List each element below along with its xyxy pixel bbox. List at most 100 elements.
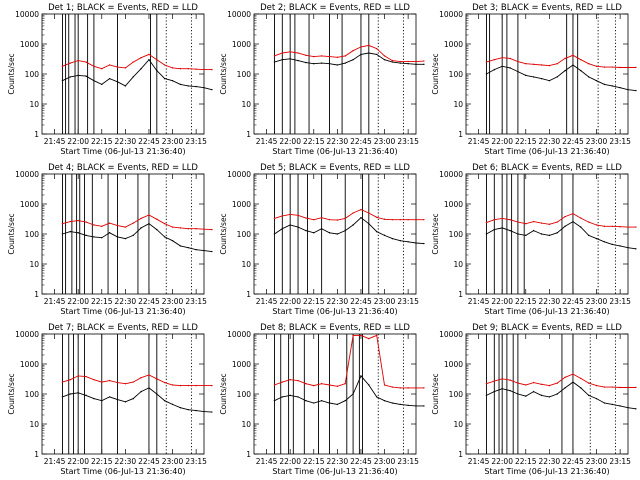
lld-point: [423, 60, 425, 62]
events-point: [352, 224, 354, 226]
events-point: [179, 406, 182, 409]
events-point: [611, 403, 613, 406]
x-tick-label: 23:15: [397, 457, 419, 466]
plot-frame: [253, 13, 417, 135]
lld-point: [564, 376, 566, 379]
lld-point: [391, 218, 394, 221]
panel-det-4: Det 4; BLACK = Events, RED = LLD 1 10 100 10…: [7, 163, 213, 316]
x-tick-label: 23:00: [162, 297, 184, 306]
lld-point: [179, 227, 182, 229]
x-tick-label: 22:45: [562, 137, 584, 146]
lld-point: [501, 56, 503, 59]
events-point: [69, 230, 72, 233]
lld-point: [93, 224, 95, 226]
events-point: [124, 401, 127, 403]
lld-point: [171, 384, 174, 386]
lld-point: [383, 55, 386, 57]
events-point: [273, 399, 276, 402]
y-tick-label: 10000: [15, 330, 39, 339]
events-point: [289, 394, 291, 397]
lld-point: [132, 381, 134, 383]
events-point: [540, 394, 543, 397]
x-tick-label: 23:00: [586, 457, 608, 466]
lld-point: [485, 221, 488, 224]
events-point: [305, 399, 307, 402]
lld-point: [611, 66, 613, 68]
series-events-line: [62, 58, 213, 91]
lld-point: [580, 58, 582, 61]
x-tick-label: 21:45: [256, 137, 278, 146]
events-point: [368, 384, 370, 386]
events-point: [85, 75, 87, 77]
x-tick-label: 22:15: [303, 297, 325, 306]
events-point: [595, 237, 598, 240]
series-lld-line: [274, 334, 424, 389]
y-tick-label: 100: [449, 230, 464, 239]
y-tick-label: 10000: [439, 330, 463, 339]
lld-point: [281, 215, 284, 217]
lld-point: [344, 217, 346, 220]
events-point: [171, 403, 174, 406]
lld-point: [556, 63, 558, 65]
events-point: [179, 83, 182, 86]
lld-point: [572, 373, 574, 375]
x-tick-label: 22:30: [539, 137, 561, 146]
events-point: [501, 65, 503, 68]
events-point: [603, 83, 606, 86]
events-point: [525, 395, 527, 397]
lld-point: [140, 376, 142, 379]
series-events-line: [486, 221, 636, 250]
events-point: [399, 239, 401, 242]
lld-point: [595, 224, 598, 226]
y-tick-label: 100: [237, 230, 252, 239]
events-point: [69, 76, 72, 78]
lld-point: [391, 386, 394, 388]
series-lld-line: [62, 53, 212, 71]
panel-det-2: Det 2; BLACK = Events, RED = LLD 1 10 100 10…: [219, 3, 425, 156]
lld-point: [108, 222, 111, 224]
y-tick-label: 1: [246, 450, 251, 459]
lld-point: [635, 226, 637, 228]
y-tick-label: 10000: [15, 10, 39, 19]
lld-point: [101, 225, 103, 228]
y-axis-label: Counts/sec: [7, 373, 16, 414]
lld-point: [281, 52, 284, 54]
events-point: [603, 241, 606, 243]
lld-point: [195, 384, 197, 387]
events-point: [281, 228, 284, 230]
x-tick-label: 22:00: [279, 137, 301, 146]
lld-point: [77, 59, 79, 62]
y-tick-label: 1000: [444, 40, 463, 49]
events-point: [493, 390, 496, 393]
lld-point: [383, 218, 386, 220]
lld-point: [548, 384, 551, 387]
lld-point: [532, 381, 535, 384]
y-axis-label: Counts/sec: [431, 53, 440, 94]
events-point: [517, 233, 519, 235]
events-point: [163, 77, 166, 80]
x-tick-label: 23:00: [374, 457, 396, 466]
x-tick-label: 22:45: [350, 297, 372, 306]
y-tick-label: 100: [237, 390, 252, 399]
panel-title: Det 2; BLACK = Events, RED = LLD: [260, 3, 410, 13]
events-point: [383, 234, 386, 237]
events-point: [375, 53, 378, 56]
panel-det-9: Det 9; BLACK = Events, RED = LLD 1 10 100 10…: [431, 323, 637, 476]
events-point: [85, 394, 87, 397]
lld-point: [548, 64, 551, 67]
lld-point: [171, 226, 174, 228]
events-point: [289, 224, 291, 226]
y-axis-label: Counts/sec: [7, 213, 16, 254]
lld-point: [517, 382, 519, 384]
y-tick-label: 10000: [227, 330, 251, 339]
lld-point: [297, 379, 299, 382]
events-point: [297, 396, 299, 398]
lld-point: [93, 65, 95, 68]
lld-point: [203, 228, 205, 230]
lld-point: [313, 55, 315, 58]
lld-point: [368, 212, 370, 214]
lld-point: [273, 55, 276, 57]
events-point: [407, 241, 409, 243]
x-tick-label: 22:15: [515, 457, 537, 466]
